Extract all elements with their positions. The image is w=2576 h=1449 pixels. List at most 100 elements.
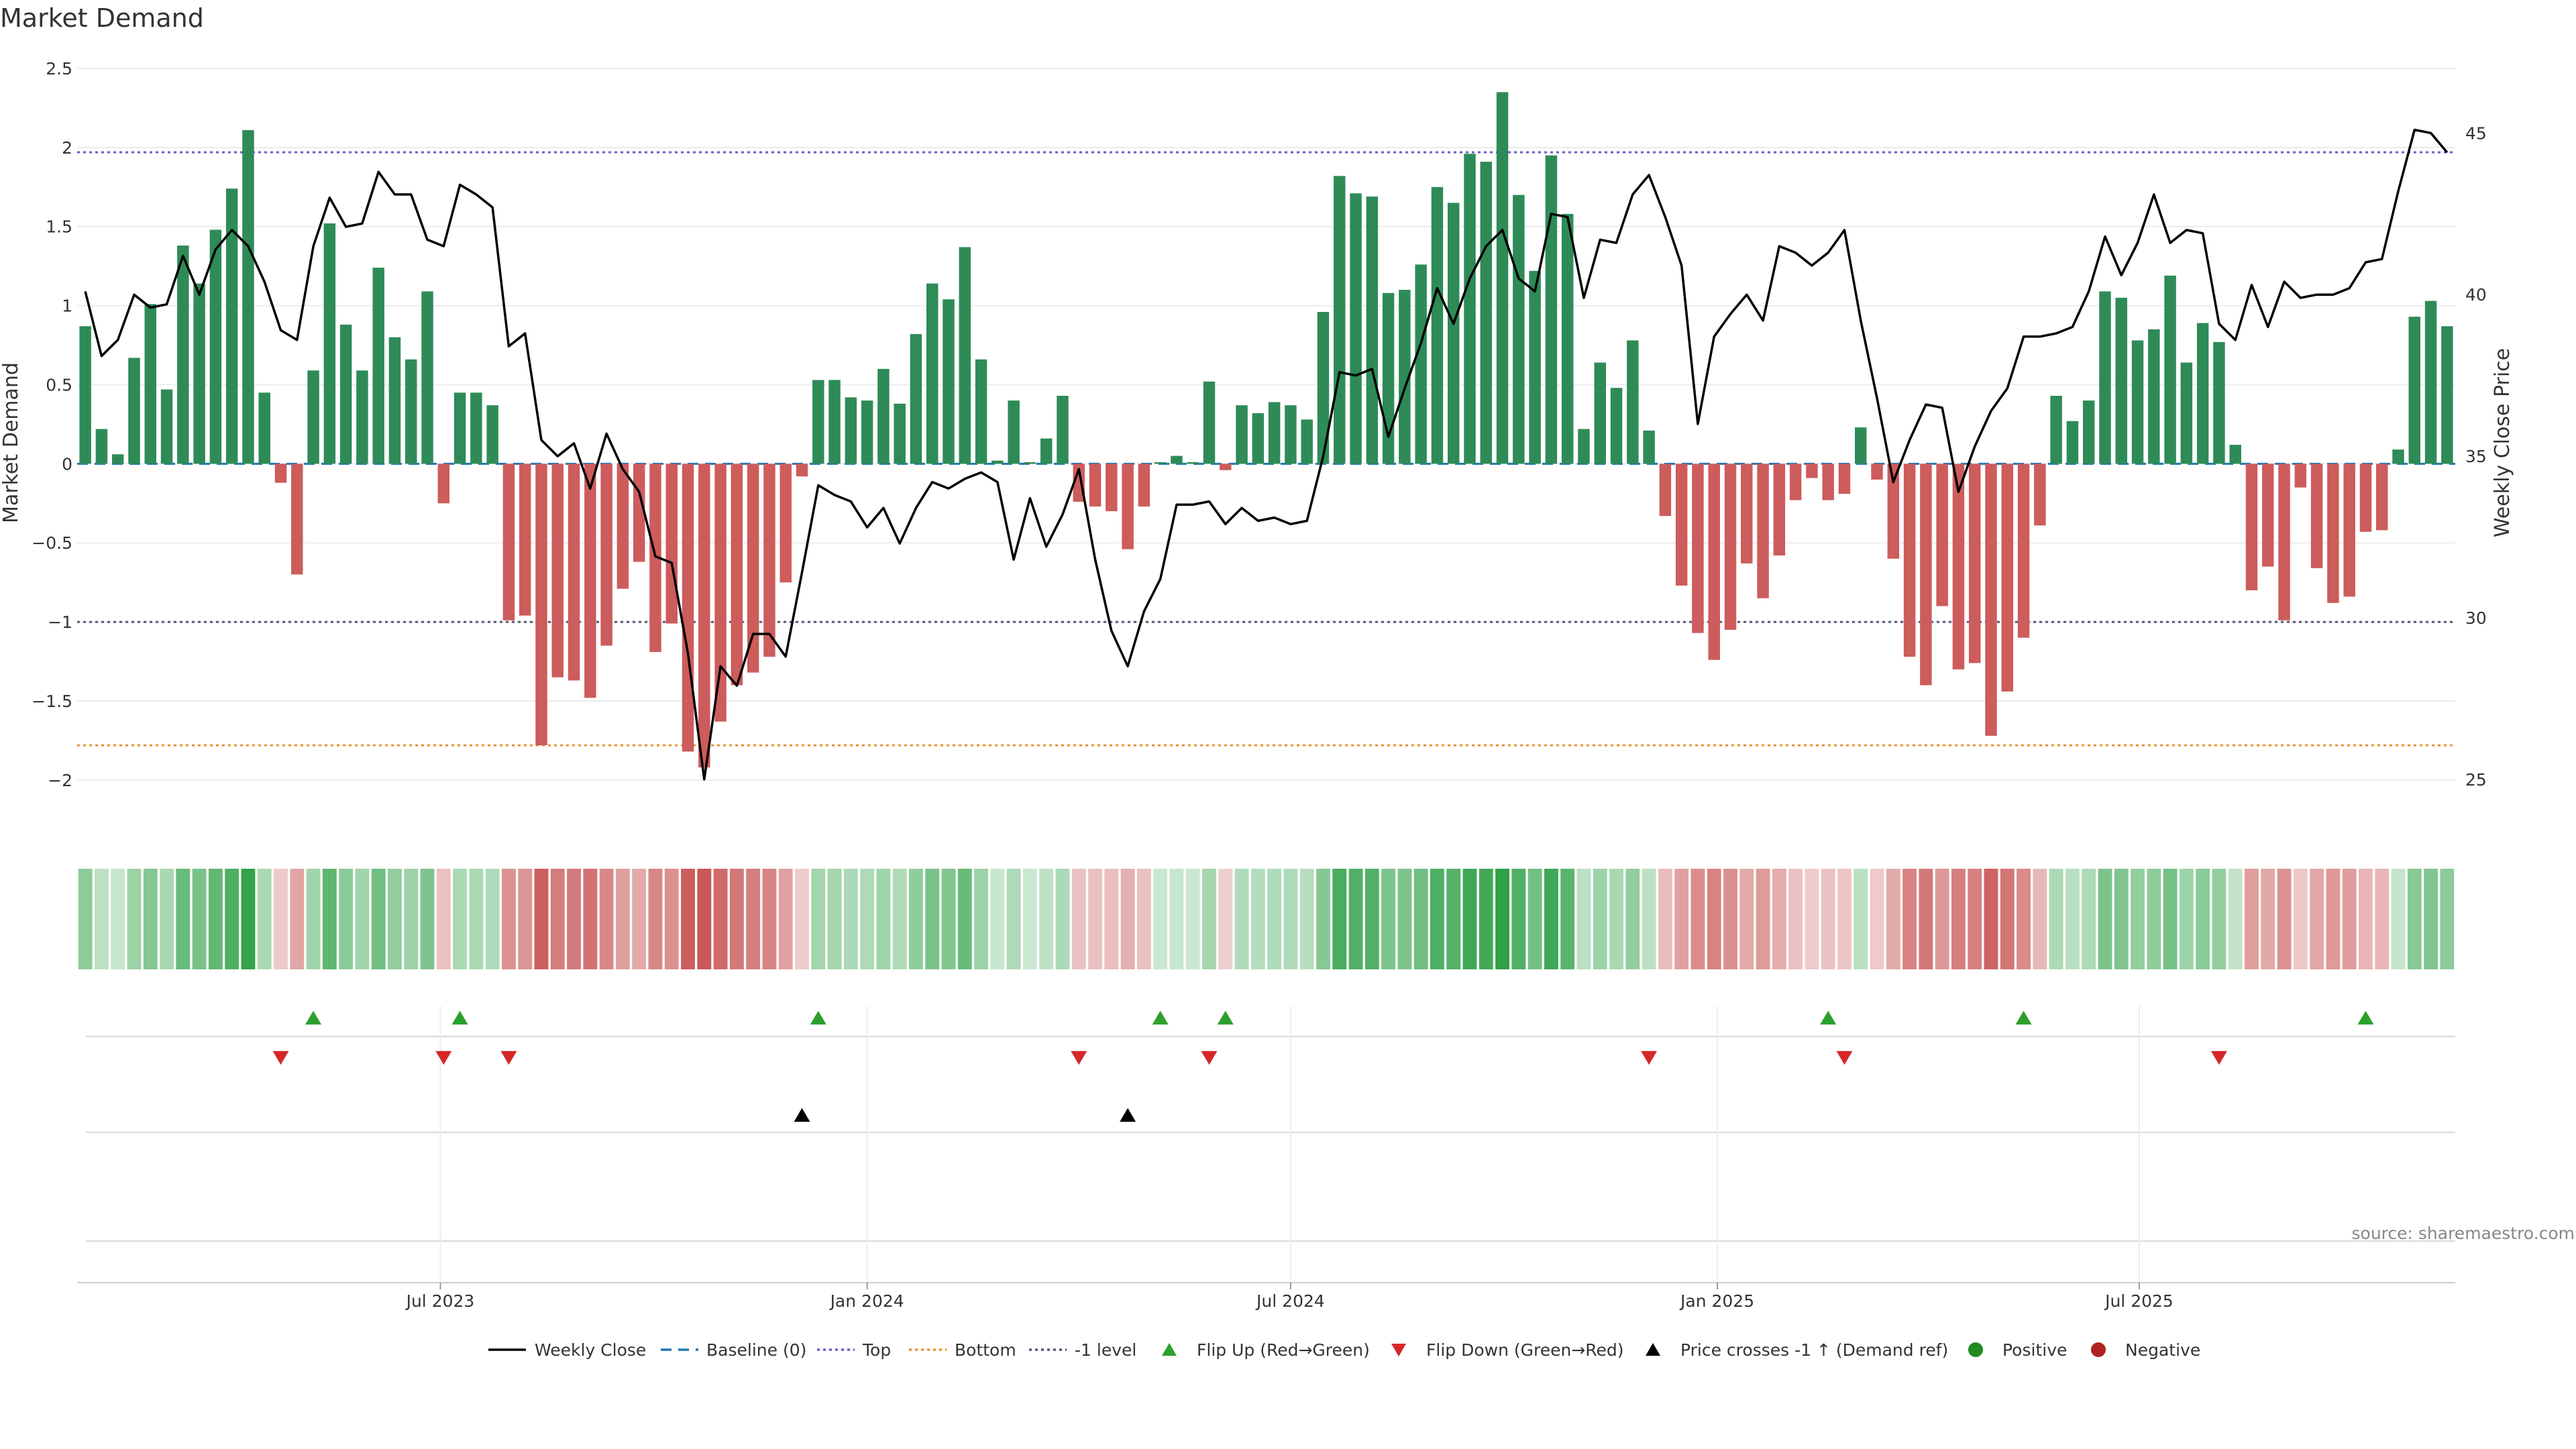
- heat-cell: [615, 869, 630, 969]
- positive-bar: [111, 454, 124, 464]
- heat-cell: [274, 869, 288, 969]
- left-axis-ticks: 2.5 2 1.5 1 0.5 0 −0.5 −1 −1.5 −2: [32, 59, 72, 790]
- negative-bar: [600, 464, 612, 646]
- positive-bar: [193, 283, 205, 464]
- positive-bar: [861, 400, 873, 464]
- heat-cell: [599, 869, 614, 969]
- heat-cell: [420, 869, 435, 969]
- heat-cell: [746, 869, 761, 969]
- flip-down-marker: [1641, 1051, 1658, 1065]
- negative-bar: [698, 464, 710, 767]
- positive-bar: [2115, 297, 2127, 464]
- heat-cell: [1381, 869, 1396, 969]
- legend-label: Baseline (0): [706, 1340, 806, 1360]
- heat-cell: [1707, 869, 1721, 969]
- heat-cell: [257, 869, 272, 969]
- heat-cell: [1919, 869, 1933, 969]
- negative-bar: [1968, 464, 1981, 663]
- heat-cell: [1805, 869, 1819, 969]
- negative-bar: [1122, 464, 1134, 549]
- left-tick-label: 2: [62, 138, 72, 158]
- heat-cell: [1642, 869, 1656, 969]
- positive-bar: [1561, 213, 1574, 464]
- right-tick-label: 40: [2465, 285, 2487, 305]
- positive-bar: [2196, 323, 2209, 464]
- positive-bar: [453, 392, 466, 464]
- negative-bar: [2375, 464, 2388, 531]
- heat-cell: [192, 869, 207, 969]
- positive-bar: [1855, 427, 1867, 464]
- heat-cell: [681, 869, 695, 969]
- positive-bar: [2050, 395, 2062, 464]
- heat-cell: [1413, 869, 1428, 969]
- heat-cell: [1039, 869, 1054, 969]
- heat-cell: [2049, 869, 2063, 969]
- heat-cell: [957, 869, 972, 969]
- positive-bar: [79, 326, 91, 464]
- right-tick-label: 45: [2465, 123, 2487, 143]
- heat-cell: [2131, 869, 2145, 969]
- heat-cell: [941, 869, 956, 969]
- negative-bar: [1822, 464, 1834, 500]
- positive-bar: [1154, 462, 1167, 464]
- heat-cell: [713, 869, 728, 969]
- negative-bar: [2327, 464, 2339, 603]
- heat-cell: [2017, 869, 2031, 969]
- positive-bar: [2408, 317, 2421, 464]
- positive-bar: [1610, 388, 1623, 464]
- negative-bar: [731, 464, 743, 686]
- positive-bar: [421, 291, 433, 464]
- legend-swatch: [2091, 1342, 2106, 1357]
- heat-cell: [371, 869, 386, 969]
- heat-cell: [2065, 869, 2080, 969]
- positive-bar: [1252, 413, 1265, 464]
- heat-cell: [892, 869, 907, 969]
- flip-down-marker: [272, 1051, 289, 1065]
- heat-cell: [1935, 869, 1949, 969]
- x-tick-label: Jul 2023: [405, 1291, 475, 1311]
- heat-cell: [1479, 869, 1493, 969]
- legend-swatch: [1162, 1343, 1177, 1356]
- right-tick-label: 35: [2465, 447, 2487, 466]
- heat-cell: [1902, 869, 1917, 969]
- negative-bar: [1952, 464, 1965, 669]
- legend-label: Weekly Close: [535, 1340, 646, 1360]
- positive-bar: [209, 229, 222, 464]
- price-line-layer: [84, 128, 2449, 781]
- heat-cell: [322, 869, 337, 969]
- heat-cell: [502, 869, 516, 969]
- negative-bar: [682, 464, 694, 752]
- legend-label: Negative: [2125, 1340, 2200, 1360]
- positive-bar: [1529, 270, 1541, 464]
- heat-cell: [2342, 869, 2357, 969]
- heat-cell: [355, 869, 370, 969]
- heat-cell: [2196, 869, 2210, 969]
- heat-cell: [160, 869, 174, 969]
- legend-label: -1 level: [1075, 1340, 1136, 1360]
- legend-swatch: [1646, 1343, 1660, 1356]
- left-tick-label: −2: [48, 771, 72, 790]
- negative-bar: [437, 464, 450, 504]
- negative-bar: [2294, 464, 2307, 488]
- negative-bar: [2343, 464, 2355, 597]
- heat-cell: [648, 869, 663, 969]
- negative-bar: [1838, 464, 1851, 494]
- positive-bar: [812, 380, 824, 464]
- heat-cell: [664, 869, 679, 969]
- heat-cell: [485, 869, 500, 969]
- heat-cell: [1332, 869, 1347, 969]
- negative-bar: [1692, 464, 1704, 633]
- flip-down-marker: [1071, 1051, 1087, 1065]
- positive-bar: [910, 334, 922, 464]
- heat-cell: [208, 869, 223, 969]
- negative-bar: [1985, 464, 1997, 736]
- positive-bar: [144, 304, 157, 464]
- heat-cell: [795, 869, 809, 969]
- right-tick-label: 25: [2465, 770, 2487, 790]
- negative-bar: [747, 464, 759, 673]
- heat-cell: [1739, 869, 1754, 969]
- heat-cell: [2310, 869, 2324, 969]
- flip-up-marker: [1152, 1010, 1169, 1025]
- positive-bar: [388, 337, 401, 464]
